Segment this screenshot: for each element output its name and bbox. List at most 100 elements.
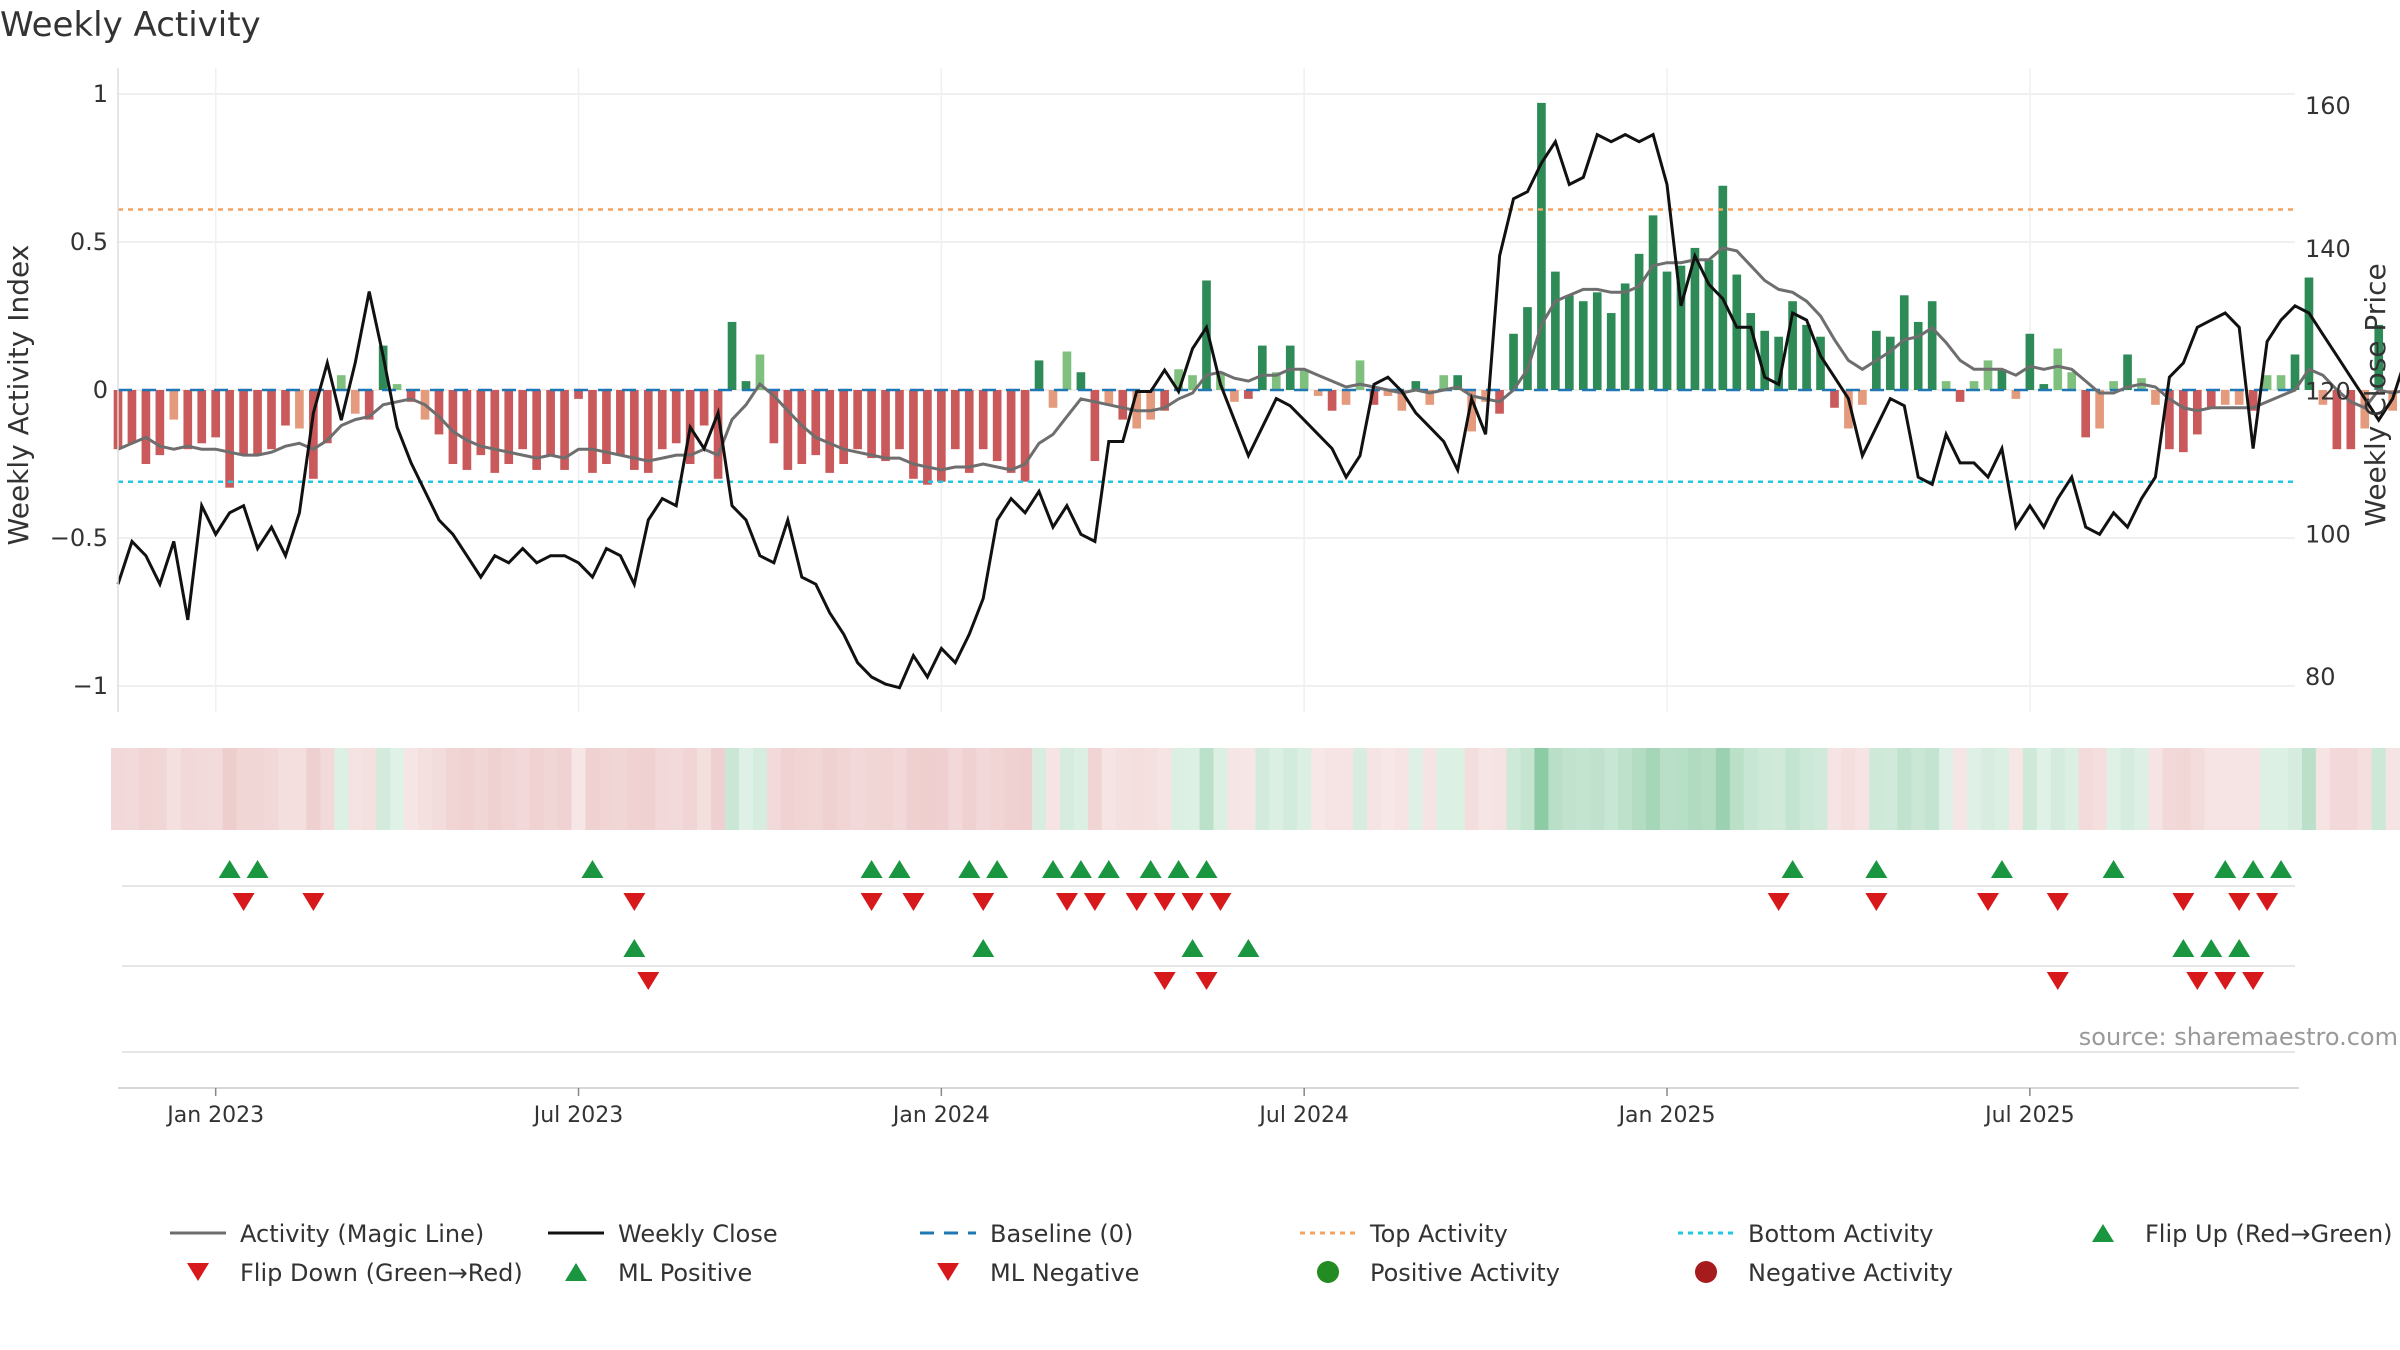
heat-cell (1827, 748, 1843, 830)
heat-cell (1394, 748, 1410, 830)
heat-cell (445, 748, 461, 830)
legend-label: Baseline (0) (990, 1220, 1133, 1248)
heat-cell (1325, 748, 1340, 830)
activity-bar (978, 390, 988, 450)
flip-down-marker (302, 893, 325, 911)
activity-bar (1230, 390, 1239, 402)
legend-swatch-tri-up (565, 1263, 587, 1281)
heat-cell (2134, 748, 2150, 830)
activity-bar (1955, 390, 1965, 402)
heat-cell (1199, 748, 1215, 830)
heat-cell (976, 748, 991, 830)
heat-cell (1255, 748, 1270, 830)
legend-label: Positive Activity (1370, 1259, 1560, 1287)
activity-bar (309, 390, 318, 479)
weekly-close-line (116, 132, 2400, 690)
heat-cell (1101, 748, 1117, 830)
heat-cell (2050, 748, 2066, 830)
heat-cell (669, 748, 684, 830)
activity-bar (1341, 390, 1351, 405)
activity-bar (1648, 215, 1658, 390)
heat-cell (1967, 748, 1982, 830)
activity-bar (364, 390, 374, 420)
heat-cell (459, 748, 475, 830)
activity-bar (825, 390, 835, 473)
flip-down-marker (1865, 893, 1888, 911)
activity-bar (657, 390, 667, 450)
activity-bar (169, 390, 179, 420)
heat-cell (766, 748, 782, 830)
heat-cell (1339, 748, 1354, 830)
heat-cell (278, 748, 294, 830)
flip-up-marker (1865, 860, 1888, 878)
heat-cell (1464, 748, 1480, 830)
ml-positive-marker (1237, 939, 1260, 957)
flip-down-marker (1976, 893, 1999, 911)
legend-label: Flip Down (Green→Red) (240, 1259, 523, 1287)
activity-bar (1969, 381, 1979, 390)
heat-cell (2329, 748, 2345, 830)
heat-cell (655, 748, 670, 830)
activity-bar (2248, 390, 2258, 411)
heat-cell (2008, 748, 2024, 830)
heat-cell (1618, 748, 1633, 830)
heat-cell (1087, 748, 1103, 830)
legend-swatch-tri-down (187, 1263, 209, 1281)
activity-bar (1439, 375, 1449, 390)
flip-down-marker (860, 893, 883, 911)
heat-cell (1450, 748, 1466, 830)
heat-cell (222, 748, 238, 830)
heat-cell (920, 748, 935, 830)
heat-cell (1925, 748, 1940, 830)
activity-bar (950, 390, 960, 450)
activity-bar (1774, 336, 1783, 390)
heat-cell (752, 748, 768, 830)
activity-bar (909, 390, 918, 479)
activity-bar (741, 381, 751, 390)
heat-cell (111, 748, 126, 830)
y-tick-label: 1 (93, 80, 108, 108)
activity-bar (2220, 390, 2230, 405)
legend-label: ML Positive (618, 1259, 752, 1287)
heat-cell (1129, 748, 1145, 830)
activity-bar (1313, 390, 1323, 396)
activity-bar (1090, 390, 1100, 462)
flip-down-marker (902, 893, 925, 911)
heat-cell (1408, 748, 1424, 830)
flip-up-marker (1990, 860, 2013, 878)
heat-cell (1785, 748, 1801, 830)
activity-bar (1160, 390, 1169, 411)
legend-label: Top Activity (1369, 1220, 1508, 1248)
x-tick-label: Jul 2023 (532, 1103, 624, 1128)
flip-down-marker (2046, 893, 2069, 911)
heat-cell (1297, 748, 1312, 830)
heat-cell (138, 748, 154, 830)
heat-cell (1715, 748, 1731, 830)
activity-bar (253, 390, 262, 456)
activity-bar (2025, 333, 2035, 390)
activity-bar (1118, 390, 1128, 420)
flip-up-marker (1041, 860, 1064, 878)
magic-line (117, 246, 2400, 472)
activity-bar (1551, 271, 1560, 390)
activity-bar (2262, 375, 2272, 390)
activity-bar (2276, 375, 2286, 390)
activity-bar (504, 390, 514, 464)
heat-cell (599, 748, 615, 830)
legend-label: Flip Up (Red→Green) (2145, 1220, 2393, 1248)
activity-bar (1383, 390, 1393, 396)
activity-bar (2123, 354, 2132, 390)
activity-bar (1076, 372, 1086, 390)
heat-cell (2106, 748, 2122, 830)
activity-bars (113, 102, 2398, 488)
activity-bar (1453, 375, 1463, 390)
activity-bar (2290, 354, 2300, 390)
activity-bar (992, 390, 1002, 462)
heat-cell (1673, 748, 1689, 830)
activity-bar (2067, 372, 2077, 390)
heat-cell (1729, 748, 1745, 830)
ml-positive-marker (2200, 939, 2223, 957)
heat-cell (1171, 748, 1187, 830)
heat-cell (1604, 748, 1619, 830)
heat-cell (348, 748, 363, 830)
